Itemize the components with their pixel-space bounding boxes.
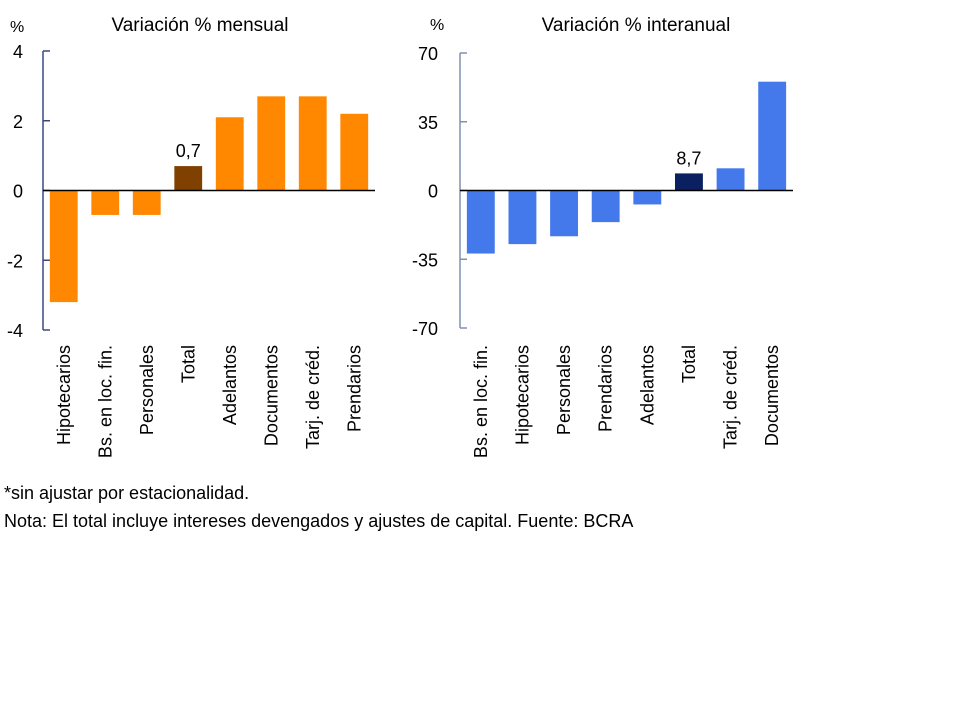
footnote-seasonality: *sin ajustar por estacionalidad. [4, 483, 250, 503]
chart2-category-label: Personales [554, 345, 574, 435]
chart2-y-tick-label: 35 [418, 113, 438, 133]
chart2-bar-bs-en-loc-fin [466, 190, 495, 254]
chart2-title: Variación % interanual [542, 15, 731, 36]
chart2-category-label: Adelantos [637, 345, 657, 425]
chart1-category-label: Adelantos [220, 345, 240, 425]
chart1-y-unit-label: % [10, 19, 24, 36]
chart1-y-tick-label: 0 [13, 182, 23, 202]
chart2-category-label: Bs. en loc. fin. [471, 345, 491, 458]
chart1-title: Variación % mensual [111, 15, 288, 36]
chart2-y-tick-label: -70 [412, 319, 438, 339]
chart2-bar-documentos [758, 81, 787, 191]
chart1-data-label-total: 0,7 [176, 141, 201, 161]
chart1-bar-documentos [257, 96, 286, 191]
chart2-bar-total [674, 173, 703, 191]
chart2-data-label-total: 8,7 [676, 148, 701, 168]
chart1-bar-tarj-de-cr-d [298, 96, 327, 191]
chart1-y-tick-label: -2 [7, 251, 23, 271]
chart1-category-label: Total [178, 345, 198, 383]
chart1-category-label: Bs. en loc. fin. [95, 345, 115, 458]
chart1-category-label: Personales [137, 345, 157, 435]
chart2-category-label: Hipotecarios [512, 345, 532, 445]
chart2-category-label: Documentos [762, 345, 782, 446]
chart2-category-label: Tarj. de créd. [721, 345, 741, 449]
footnote-source: Nota: El total incluye intereses devenga… [4, 511, 634, 531]
chart2-bar-prendarios [591, 190, 620, 223]
chart1-bar-prendarios [340, 113, 369, 191]
chart2-y-unit-label: % [430, 17, 444, 34]
chart2-category-label: Prendarios [596, 345, 616, 432]
chart2-bar-hipotecarios [508, 190, 537, 245]
chart2-y-tick-label: 0 [428, 182, 438, 202]
chart2-y-tick-label: -35 [412, 250, 438, 270]
chart1-bar-adelantos [215, 117, 244, 191]
chart1-category-label: Prendarios [344, 345, 364, 432]
chart2-bar-personales [550, 190, 579, 237]
chart1-y-tick-label: 4 [13, 42, 23, 62]
chart1-category-label: Documentos [261, 345, 281, 446]
chart1-category-label: Hipotecarios [54, 345, 74, 445]
chart2-bar-adelantos [633, 190, 662, 205]
chart2-category-label: Total [679, 345, 699, 383]
chart1-bar-total [174, 166, 203, 191]
chart1-y-tick-label: 2 [13, 112, 23, 132]
chart1-category-label: Tarj. de créd. [303, 345, 323, 449]
chart1-bar-bs-en-loc-fin [91, 190, 120, 215]
chart1-bar-hipotecarios [49, 190, 78, 303]
chart2-y-tick-label: 70 [418, 44, 438, 64]
chart1-bar-personales [132, 190, 161, 215]
chart1-y-tick-label: -4 [7, 321, 23, 341]
chart2-bar-tarj-de-cr-d [716, 168, 745, 191]
